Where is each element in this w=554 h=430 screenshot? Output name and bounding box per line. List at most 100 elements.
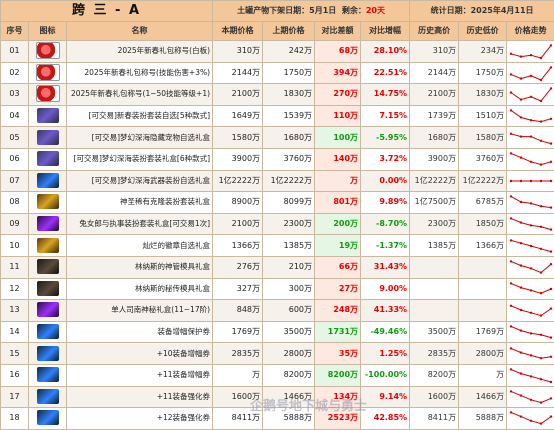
trend-point xyxy=(510,132,512,134)
history-low xyxy=(459,278,507,300)
trend-cell xyxy=(507,127,554,149)
title-row: 跨 三 - A 土罐产物下架日期：5月1日 剩余：20天 统计日期：2025年4… xyxy=(1,1,554,22)
trend-cell xyxy=(507,364,554,386)
previous-price: 1680万 xyxy=(263,127,315,149)
trend-point xyxy=(540,205,542,207)
price-change-pct: -5.95% xyxy=(361,127,410,149)
row-number: 13 xyxy=(1,300,29,322)
previous-price: 210万 xyxy=(263,256,315,278)
row-number: 01 xyxy=(1,41,29,63)
trend-point xyxy=(510,239,512,241)
price-change-pct: 22.51% xyxy=(361,62,410,84)
trend-sparkline xyxy=(507,345,554,363)
trend-point xyxy=(550,397,552,399)
price-change-pct: 9.89% xyxy=(361,192,410,214)
trend-sparkline xyxy=(507,323,554,341)
trend-point xyxy=(530,398,532,400)
trend-sparkline xyxy=(507,129,554,147)
item-name: +11装备强化券 xyxy=(67,386,213,408)
trend-point xyxy=(520,77,522,79)
current-price: 2100万 xyxy=(213,213,263,235)
remain-days: 20天 xyxy=(366,6,385,15)
ticket-icon xyxy=(37,324,59,339)
trend-point xyxy=(540,180,542,182)
item-name: [可交易]梦幻深海隐藏宠物自选礼盒 xyxy=(67,127,213,149)
price-diff: 134万 xyxy=(315,386,361,408)
trend-cell xyxy=(507,213,554,235)
history-high: 3900万 xyxy=(410,148,459,170)
price-change-pct: -8.70% xyxy=(361,213,410,235)
history-high: 2835万 xyxy=(410,343,459,365)
trend-cell xyxy=(507,321,554,343)
item-icon-cell xyxy=(29,148,67,170)
trend-point xyxy=(550,66,552,68)
price-diff: 100万 xyxy=(315,127,361,149)
item-name: 单人司南神秘礼盒(11~17阶) xyxy=(67,300,213,322)
history-high: 1680万 xyxy=(410,127,459,149)
trend-point xyxy=(550,207,552,209)
previous-price: 1750万 xyxy=(263,62,315,84)
row-number: 04 xyxy=(1,105,29,127)
previous-price: 300万 xyxy=(263,278,315,300)
remain-label: 剩余： xyxy=(342,6,366,15)
red-envelope-icon xyxy=(36,42,60,59)
col-header-current: 本期价格 xyxy=(213,22,263,41)
item-icon-cell xyxy=(29,321,67,343)
price-change-pct: 28.10% xyxy=(361,41,410,63)
purple-box-icon xyxy=(37,302,59,317)
trend-point xyxy=(540,334,542,336)
row-number: 07 xyxy=(1,170,29,192)
item-name: +12装备强化券 xyxy=(67,408,213,430)
trend-point xyxy=(520,265,522,267)
trend-point xyxy=(530,244,532,246)
current-price: 8900万 xyxy=(213,192,263,214)
history-high: 3500万 xyxy=(410,321,459,343)
trend-point xyxy=(550,250,552,252)
trend-point xyxy=(530,267,532,269)
item-name: 林纳斯的秘传模具礼盒 xyxy=(67,278,213,300)
item-name: +10装备增幅券 xyxy=(67,343,213,365)
trend-point xyxy=(540,164,542,166)
trend-point xyxy=(540,100,542,102)
trend-point xyxy=(550,228,552,230)
gift-box-icon xyxy=(37,130,59,145)
trend-line xyxy=(511,67,551,80)
previous-price: 1466万 xyxy=(263,386,315,408)
history-low: 5888万 xyxy=(459,408,507,430)
trend-point xyxy=(520,56,522,58)
trend-cell xyxy=(507,343,554,365)
col-header-trend: 价格走势 xyxy=(507,22,554,41)
trend-point xyxy=(520,180,522,182)
history-high: 310万 xyxy=(410,41,459,63)
history-low: 1466万 xyxy=(459,386,507,408)
trend-point xyxy=(540,120,542,122)
trend-point xyxy=(510,196,512,198)
trend-point xyxy=(510,412,512,414)
current-price: 1366万 xyxy=(213,235,263,257)
trend-point xyxy=(530,74,532,76)
notice-label: 土罐产物下架日期： xyxy=(237,6,309,15)
trend-line xyxy=(511,306,551,316)
price-diff: 200万 xyxy=(315,213,361,235)
trend-line xyxy=(511,197,551,208)
trend-point xyxy=(530,312,532,314)
trend-point xyxy=(550,44,552,46)
trend-point xyxy=(540,315,542,317)
gift-box-icon xyxy=(37,108,59,123)
notice-date: 5月1日 xyxy=(309,6,336,15)
previous-price: 3760万 xyxy=(263,148,315,170)
current-price: 2835万 xyxy=(213,343,263,365)
trend-point xyxy=(510,53,512,55)
trend-cell xyxy=(507,278,554,300)
item-name: [可交易]新春装扮套装自选[5种款式] xyxy=(67,105,213,127)
history-high: 1亿7500万 xyxy=(410,192,459,214)
col-header-pct: 对比增幅 xyxy=(361,22,410,41)
col-header-diff: 对比差额 xyxy=(315,22,361,41)
price-diff: 27万 xyxy=(315,278,361,300)
trend-cell xyxy=(507,148,554,170)
